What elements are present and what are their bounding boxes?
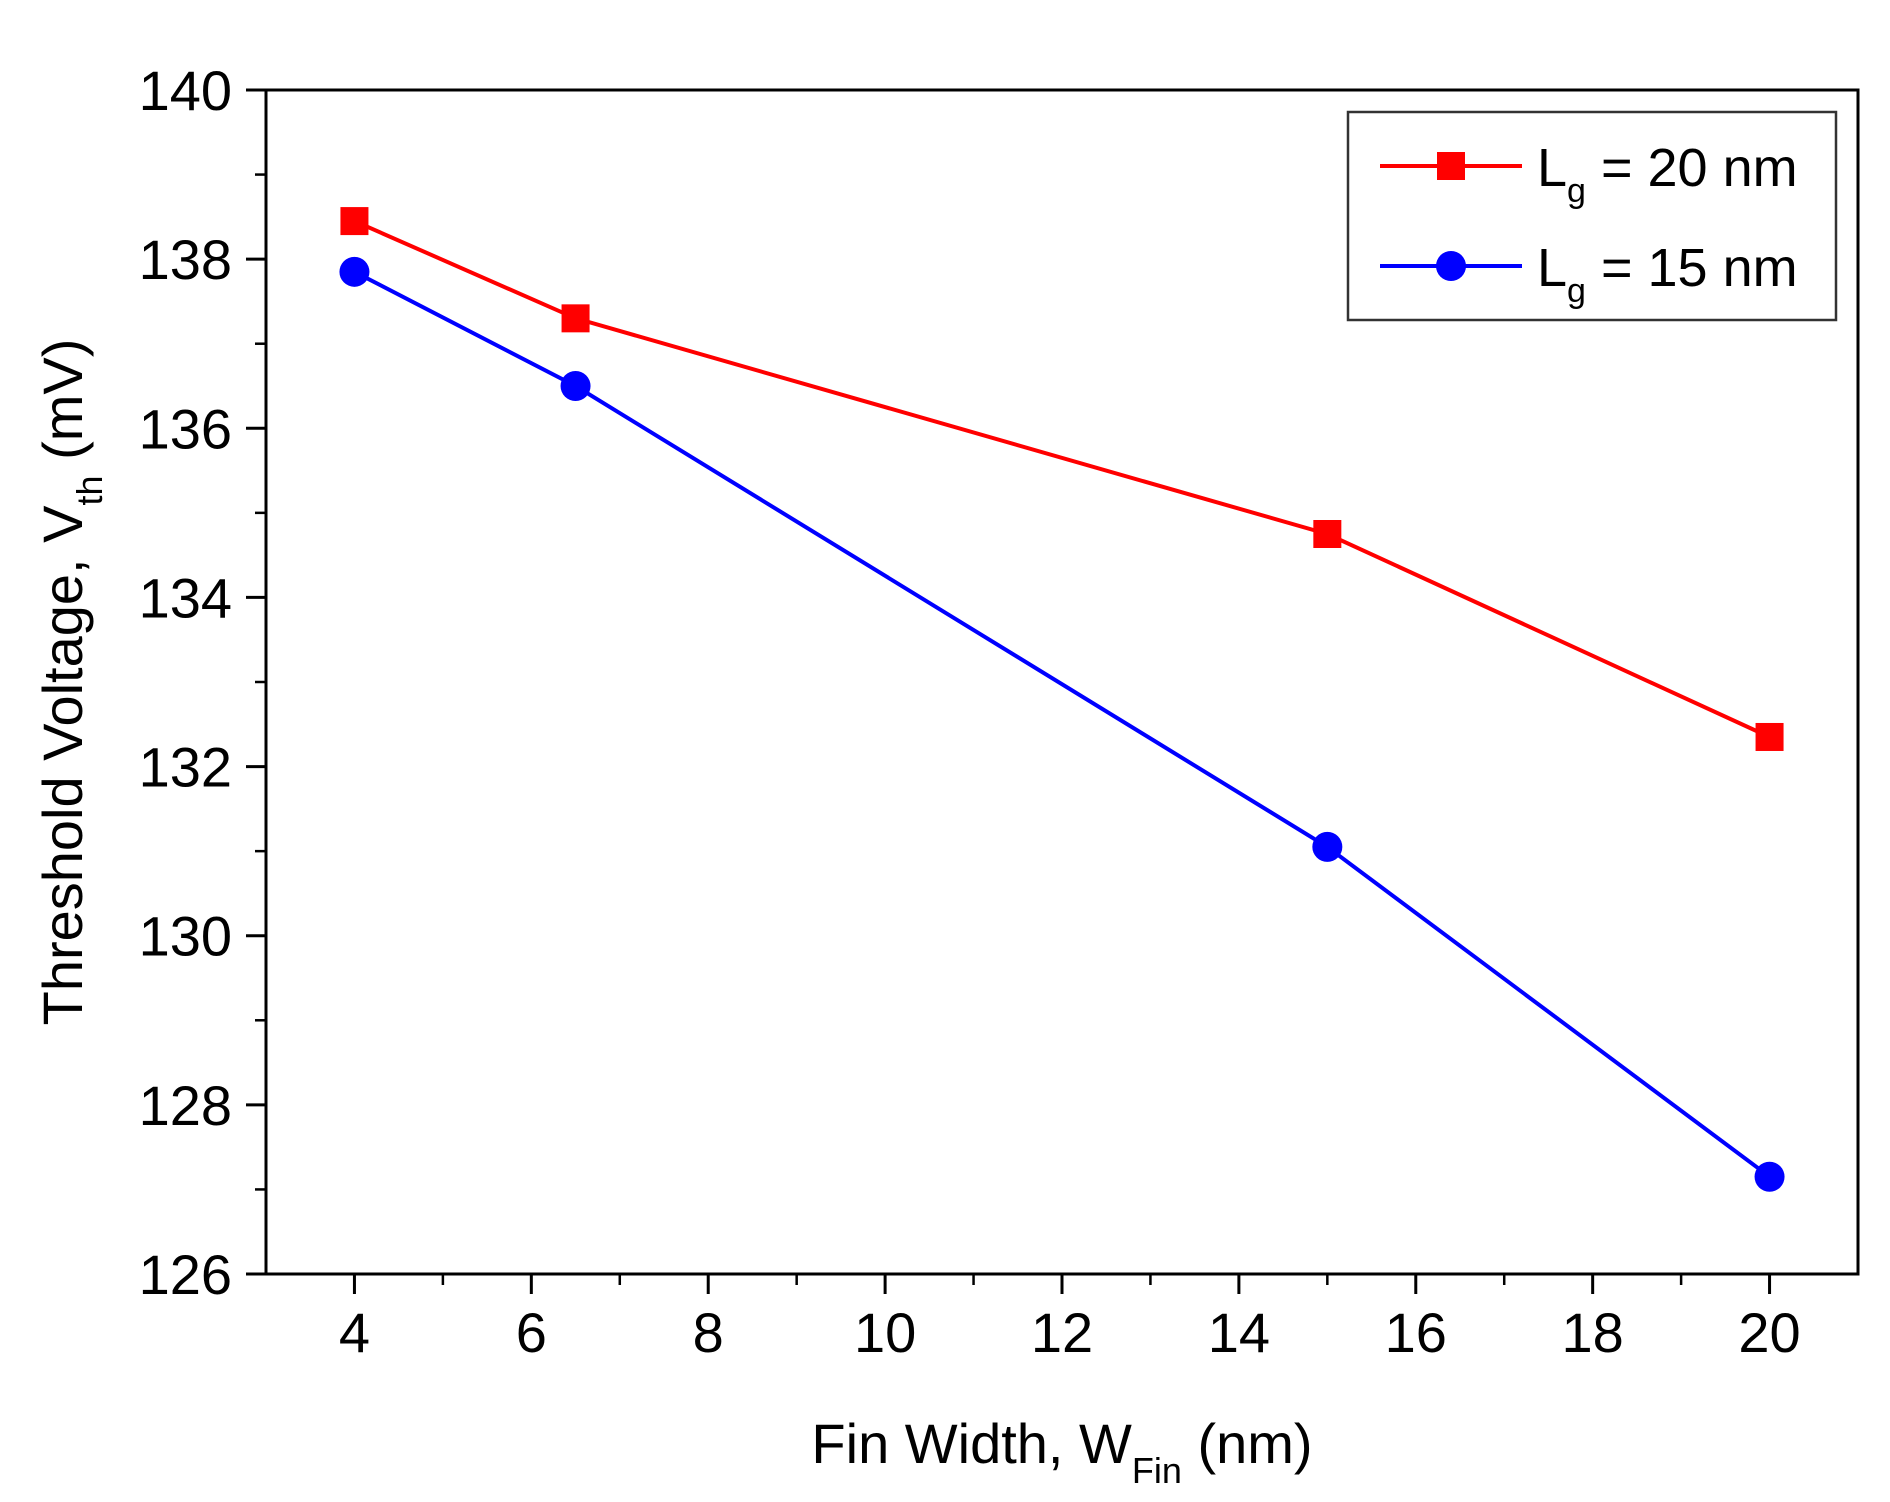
x-axis-title-prefix: Fin Width, W <box>811 1412 1132 1475</box>
legend-label-lg15-rest: = 15 nm <box>1586 238 1798 298</box>
x-axis-title: Fin Width, WFin (nm) <box>811 1412 1312 1491</box>
data-point-lg-15-nm-0 <box>339 256 370 287</box>
legend-label-lg20-rest: = 20 nm <box>1586 138 1798 198</box>
legend-label-lg20: Lg = 20 nm <box>1537 138 1798 210</box>
y-tick-label-136: 136 <box>139 397 232 460</box>
legend-label-lg15: Lg = 15 nm <box>1537 238 1798 310</box>
y-tick-label-132: 132 <box>139 736 232 799</box>
legend: Lg = 20 nm Lg = 15 nm <box>1346 110 1838 322</box>
y-axis-title-prefix: Threshold Voltage, V <box>31 505 94 1026</box>
legend-label-lg20-main: L <box>1537 138 1567 198</box>
legend-label-lg15-sub: g <box>1567 272 1586 310</box>
series-line-lg-20-nm <box>353 219 1771 739</box>
x-tick-label-14: 14 <box>1208 1301 1270 1364</box>
data-point-lg-20-nm-1 <box>561 304 590 333</box>
x-axis-title-suffix: (nm) <box>1182 1412 1313 1475</box>
legend-box <box>1346 110 1838 322</box>
legend-label-lg20-sub: g <box>1567 172 1586 210</box>
y-tick-label-138: 138 <box>139 228 232 291</box>
legend-swatch-marker-lg20 <box>1437 152 1465 180</box>
y-tick-label-130: 130 <box>139 905 232 968</box>
x-tick-label-20: 20 <box>1738 1301 1800 1364</box>
y-tick-label-126: 126 <box>139 1243 232 1306</box>
y-tick-label-140: 140 <box>139 59 232 122</box>
data-point-lg-15-nm-2 <box>1312 831 1343 862</box>
axis-ticks <box>246 88 1772 1294</box>
series-layer <box>339 207 1785 1192</box>
y-axis-title-subscript: th <box>69 475 110 505</box>
data-point-lg-20-nm-0 <box>340 207 369 236</box>
x-tick-label-4: 4 <box>339 1301 370 1364</box>
x-tick-label-8: 8 <box>693 1301 724 1364</box>
x-axis-title-subscript: Fin <box>1132 1450 1182 1491</box>
x-tick-label-12: 12 <box>1031 1301 1093 1364</box>
y-tick-label-134: 134 <box>139 566 232 629</box>
tick-labels: 4 6 8 10 12 14 16 18 20 126 128 130 132 134 136 138 140 <box>139 59 1801 1364</box>
legend-swatch-marker-lg15 <box>1436 251 1466 281</box>
x-tick-label-6: 6 <box>516 1301 547 1364</box>
y-axis-title-suffix: (mV) <box>31 339 94 476</box>
y-tick-label-128: 128 <box>139 1074 232 1137</box>
x-tick-label-16: 16 <box>1385 1301 1447 1364</box>
y-axis-title: Threshold Voltage, Vth (mV) <box>31 339 110 1026</box>
x-tick-label-10: 10 <box>854 1301 916 1364</box>
data-point-lg-20-nm-3 <box>1755 722 1784 751</box>
data-point-lg-15-nm-3 <box>1754 1161 1785 1192</box>
x-tick-label-18: 18 <box>1562 1301 1624 1364</box>
legend-label-lg15-main: L <box>1537 238 1567 298</box>
data-point-lg-20-nm-2 <box>1313 520 1342 548</box>
data-point-lg-15-nm-1 <box>560 371 591 401</box>
series-line-lg-15-nm <box>353 270 1771 1179</box>
